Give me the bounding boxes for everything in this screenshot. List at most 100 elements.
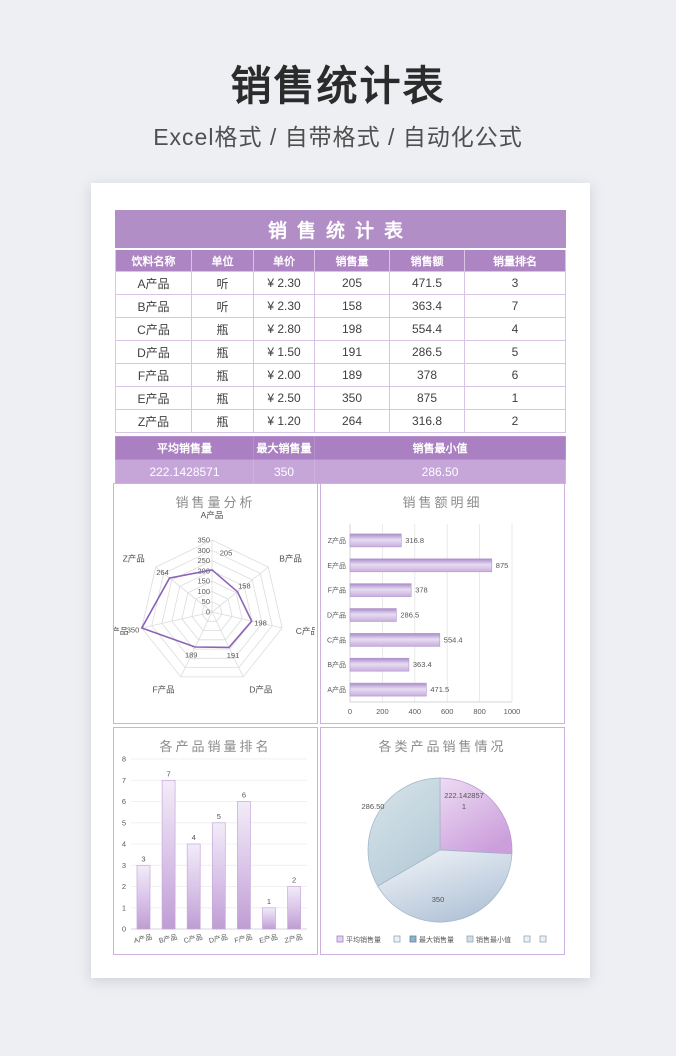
table-cell: Z产品 [115,409,192,433]
bar-x-tick: 400 [409,707,422,716]
bar-category-label: B产品 [327,660,346,669]
summary-label-cell: 最大销售量 [253,436,315,460]
legend-label: 销售最小值 [476,935,511,944]
summary-label-row: 平均销售量 最大销售量 销售最小值 [115,436,567,460]
column-y-tick: 0 [122,925,126,934]
column-bar [237,801,251,930]
radar-axis-tick: 300 [197,546,210,555]
bar-x-tick: 200 [376,707,389,716]
column-value-label: 1 [267,897,271,906]
page-header: 销售统计表 Excel格式 / 自带格式 / 自动化公式 [0,62,676,152]
table-cell: 瓶 [191,386,254,410]
summary-value-cell: 286.50 [313,459,567,484]
legend-swatch [539,935,547,943]
table-cell: C产品 [115,317,192,341]
table-cell: D产品 [115,340,192,364]
radar-category-label: C产品 [296,626,315,636]
radar-grid-ring [171,570,253,650]
pie-value-label: 286.50 [362,802,385,811]
table-cell: 1 [463,386,567,410]
bar [349,583,412,597]
column-bar [161,779,176,930]
radar-value-label: 198 [254,619,267,628]
column-value-label: 4 [192,833,196,842]
column-value-label: 5 [217,812,221,821]
bar-value-label: 363.4 [413,660,432,669]
bar-value-label: 554.4 [444,635,463,644]
table-cell: 4 [463,317,567,341]
legend-swatch [336,935,344,943]
column-bar [262,907,276,930]
radar-grid-ring [161,560,263,659]
table-cell: 264 [314,409,390,433]
radar-value-label: 189 [185,651,198,660]
column-category-label: B产品 [158,932,178,945]
radar-axis-tick: 100 [197,587,210,596]
table-row: A产品听 ¥ 2.30 205 471.5 3 [115,271,567,295]
radar-category-label: D产品 [249,685,272,695]
radar-chart-panel: 销售量分析 0 50 100 150 200 250 300 350 A产品 B产品 C产品 D产品 F… [113,483,318,724]
bar-category-label: D产品 [327,611,346,620]
table-row: D产品瓶 ¥ 1.50 191 286.5 5 [115,340,567,364]
radar-chart-title: 销售量分析 [175,495,256,510]
bar [349,657,410,672]
legend-swatch [466,935,474,943]
column-header: 单价 [253,248,315,272]
worksheet-card: 销售统计表 饮料名称 单位 单价 销售量 销售额 销量排名 A产品听 ¥ 2.30 205 47… [91,183,590,978]
table-row: Z产品瓶 ¥ 1.20 264 316.8 2 [115,409,567,433]
bar [349,558,493,573]
column-value-label: 7 [167,769,171,778]
column-chart-panel: 各产品销量排名 0 1 2 3 4 5 6 7 8 3 A产品 7 B产品 4 C产品 5 D产品 6 F产品 1 E产… [113,727,318,955]
radar-value-label: 264 [156,568,169,577]
column-y-tick: 5 [122,818,126,827]
radar-spoke [211,611,283,629]
pie-slice [367,777,441,887]
table-cell: 7 [463,294,567,318]
column-y-tick: 2 [122,882,126,891]
table-row: B产品听 ¥ 2.30 158 363.4 7 [115,294,567,318]
radar-grid-ring [141,539,283,678]
table-cell: ¥ 1.50 [253,340,315,364]
column-y-tick: 1 [122,903,126,912]
page-subtitle: Excel格式 / 自带格式 / 自动化公式 [153,124,523,150]
table-cell: F产品 [115,363,192,387]
table-cell: 6 [463,363,567,387]
table-cell: B产品 [115,294,192,318]
table-cell: ¥ 1.20 [253,409,315,433]
radar-spoke [211,566,269,613]
bar-category-label: C产品 [327,635,346,644]
radar-grid-ring [191,590,233,631]
column-bar [211,822,226,930]
table-cell: ¥ 2.30 [253,271,315,295]
radar-grid-ring [201,601,223,622]
column-bar [186,843,201,930]
bar [349,682,427,697]
bar [349,633,441,647]
radar-value-label: 205 [220,548,233,557]
page-title: 销售统计表 [230,63,446,109]
radar-spoke [180,611,213,678]
radar-value-label: 191 [227,651,240,660]
table-cell: 3 [463,271,567,295]
summary-value-cell: 350 [253,459,315,484]
table-cell: 158 [314,294,390,318]
radar-axis-tick: 0 [206,608,210,617]
column-header: 销量排名 [463,248,567,272]
summary-label-cell: 平均销售量 [115,436,254,460]
summary-value-cell: 222.1428571 [115,459,254,484]
column-value-label: 6 [242,791,246,800]
table-body: A产品听 ¥ 2.30 205 471.5 3 B产品听 ¥ 2.30 158 363.4 7 C产… [115,271,567,433]
radar-category-label: F产品 [152,685,174,695]
radar-axis-tick: 150 [197,577,210,586]
legend-label: 平均销售量 [346,935,381,944]
radar-spoke [211,611,244,678]
radar-series-line [140,568,253,649]
column-header: 单位 [191,248,254,272]
legend-swatch [409,935,417,943]
bar-chart-panel: 销售额明细 0 200 400 600 800 1000 A产品 471.5 B产品 363.4 C… [320,483,565,724]
table-title: 销售统计表 [114,210,567,250]
column-y-tick: 8 [122,755,126,764]
legend-swatch [393,935,401,943]
bar-category-label: A产品 [327,685,346,694]
table-row: E产品瓶 ¥ 2.50 350 875 1 [115,386,567,410]
